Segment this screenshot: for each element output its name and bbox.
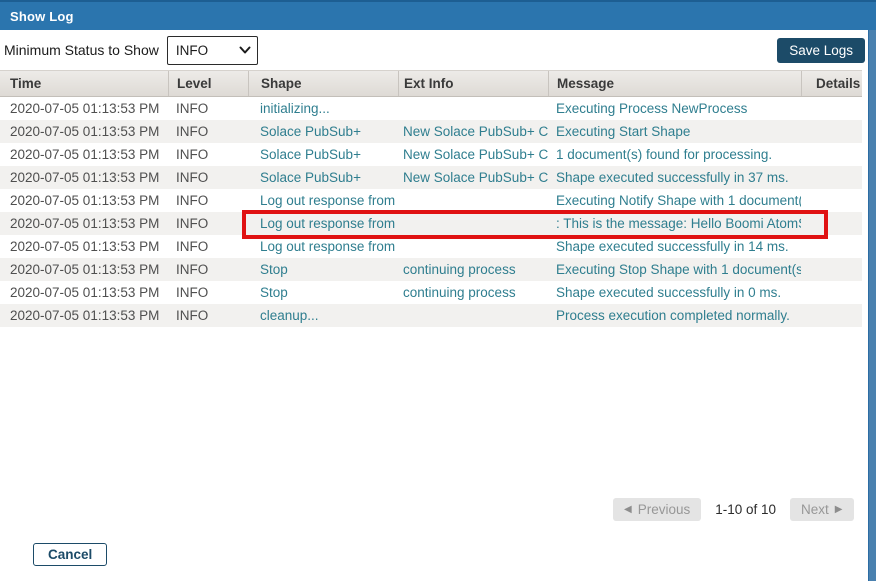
log-shape: Solace PubSub+ xyxy=(260,124,361,139)
table-row-highlighted[interactable]: 2020-07-05 01:13:53 PM INFO Log out resp… xyxy=(0,212,862,235)
log-shape: initializing... xyxy=(260,101,330,116)
log-details xyxy=(801,143,862,166)
save-logs-button[interactable]: Save Logs xyxy=(777,37,865,63)
table-row[interactable]: 2020-07-05 01:13:53 PM INFO Log out resp… xyxy=(0,235,862,258)
log-ext-info: New Solace PubSub+ Co xyxy=(403,170,548,185)
pagination: ◀ Previous 1-10 of 10 Next ▶ xyxy=(613,498,854,521)
log-shape: Stop xyxy=(260,262,288,277)
log-time: 2020-07-05 01:13:53 PM xyxy=(10,147,160,162)
log-shape: Stop xyxy=(260,285,288,300)
min-status-select[interactable]: INFO xyxy=(166,35,258,65)
log-details xyxy=(801,97,862,120)
log-ext-info xyxy=(398,97,548,120)
toolbar: Minimum Status to Show INFO Save Logs xyxy=(0,30,876,70)
log-message: Shape executed successfully in 37 ms. xyxy=(556,170,789,185)
log-ext-info xyxy=(398,189,548,212)
log-time: 2020-07-05 01:13:53 PM xyxy=(10,193,160,208)
table-row[interactable]: 2020-07-05 01:13:53 PM INFO initializing… xyxy=(0,97,862,120)
log-time: 2020-07-05 01:13:53 PM xyxy=(10,285,160,300)
log-shape: Log out response from xyxy=(260,193,396,208)
vertical-scrollbar[interactable] xyxy=(868,30,876,581)
cancel-button[interactable]: Cancel xyxy=(33,543,108,566)
log-details xyxy=(801,189,862,212)
table-row[interactable]: 2020-07-05 01:13:53 PM INFO Stop continu… xyxy=(0,281,862,304)
log-shape: Solace PubSub+ xyxy=(260,170,361,185)
log-time: 2020-07-05 01:13:53 PM xyxy=(10,308,160,323)
log-shape: Solace PubSub+ xyxy=(260,147,361,162)
next-arrow-icon: ▶ xyxy=(834,504,843,515)
log-ext-info xyxy=(398,212,548,235)
table-row[interactable]: 2020-07-05 01:13:53 PM INFO Log out resp… xyxy=(0,189,862,212)
log-time: 2020-07-05 01:13:53 PM xyxy=(10,262,160,277)
log-details xyxy=(801,212,862,235)
log-level: INFO xyxy=(176,193,209,208)
log-level: INFO xyxy=(176,285,209,300)
table-row[interactable]: 2020-07-05 01:13:53 PM INFO Stop continu… xyxy=(0,258,862,281)
table-row[interactable]: 2020-07-05 01:13:53 PM INFO cleanup... P… xyxy=(0,304,862,327)
log-message: Shape executed successfully in 0 ms. xyxy=(556,285,782,300)
previous-arrow-icon: ◀ xyxy=(624,504,632,515)
column-header-level: Level xyxy=(168,71,248,96)
column-header-details: Details xyxy=(801,71,862,96)
log-level: INFO xyxy=(176,101,209,116)
log-level: INFO xyxy=(176,308,209,323)
min-status-label: Minimum Status to Show xyxy=(4,42,159,58)
log-message: : This is the message: Hello Boomi AtomS xyxy=(556,216,801,231)
page-range-text: 1-10 of 10 xyxy=(715,502,777,517)
log-ext-info xyxy=(398,304,548,327)
table-header-row: Time Level Shape Ext Info Message Detail… xyxy=(0,70,862,97)
table-row[interactable]: 2020-07-05 01:13:53 PM INFO Solace PubSu… xyxy=(0,120,862,143)
log-details xyxy=(801,258,862,281)
log-time: 2020-07-05 01:13:53 PM xyxy=(10,124,160,139)
log-ext-info: New Solace PubSub+ Co xyxy=(403,124,548,139)
log-details xyxy=(801,120,862,143)
log-level: INFO xyxy=(176,262,209,277)
log-message: Shape executed successfully in 14 ms. xyxy=(556,239,789,254)
log-message: Process execution completed normally. xyxy=(556,308,790,323)
log-level: INFO xyxy=(176,239,209,254)
log-level: INFO xyxy=(176,147,209,162)
previous-label: Previous xyxy=(637,502,691,517)
log-shape: cleanup... xyxy=(260,308,319,323)
log-shape: Log out response from xyxy=(260,239,396,254)
log-message: Executing Stop Shape with 1 document(s xyxy=(556,262,801,277)
next-button[interactable]: Next ▶ xyxy=(790,498,854,521)
log-message: Executing Process NewProcess xyxy=(556,101,748,116)
status-select-wrap: INFO xyxy=(166,35,258,65)
log-message: Executing Start Shape xyxy=(556,124,691,139)
log-time: 2020-07-05 01:13:53 PM xyxy=(10,101,160,116)
log-message: 1 document(s) found for processing. xyxy=(556,147,773,162)
log-details xyxy=(801,235,862,258)
column-header-message: Message xyxy=(548,71,801,96)
table-row[interactable]: 2020-07-05 01:13:53 PM INFO Solace PubSu… xyxy=(0,143,862,166)
log-level: INFO xyxy=(176,216,209,231)
log-details xyxy=(801,166,862,189)
table-row[interactable]: 2020-07-05 01:13:53 PM INFO Solace PubSu… xyxy=(0,166,862,189)
column-header-ext-info: Ext Info xyxy=(398,71,548,96)
next-label: Next xyxy=(801,502,829,517)
log-time: 2020-07-05 01:13:53 PM xyxy=(10,170,160,185)
log-shape: Log out response from xyxy=(260,216,396,231)
log-level: INFO xyxy=(176,170,209,185)
log-details xyxy=(801,304,862,327)
log-time: 2020-07-05 01:13:53 PM xyxy=(10,239,160,254)
log-ext-info: continuing process xyxy=(403,285,516,300)
log-details xyxy=(801,281,862,304)
column-header-shape: Shape xyxy=(248,71,398,96)
log-message: Executing Notify Shape with 1 document( xyxy=(556,193,801,208)
log-level: INFO xyxy=(176,124,209,139)
log-ext-info: continuing process xyxy=(403,262,516,277)
dialog-title-bar: Show Log xyxy=(0,0,876,30)
log-ext-info xyxy=(398,235,548,258)
previous-button[interactable]: ◀ Previous xyxy=(613,498,702,521)
dialog-title: Show Log xyxy=(10,8,74,24)
log-table: Time Level Shape Ext Info Message Detail… xyxy=(0,70,862,327)
log-ext-info: New Solace PubSub+ Co xyxy=(403,147,548,162)
column-header-time: Time xyxy=(10,76,42,91)
log-time: 2020-07-05 01:13:53 PM xyxy=(10,216,160,231)
